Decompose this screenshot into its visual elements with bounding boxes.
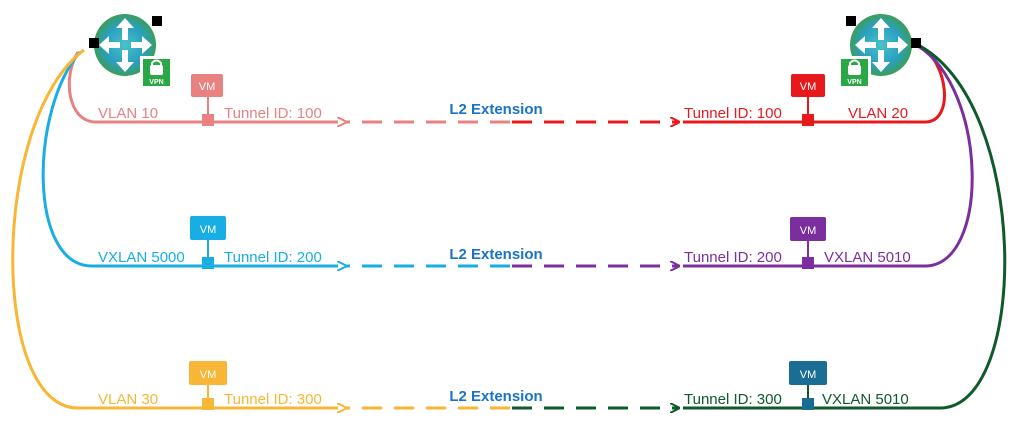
row-2-right-network-label: VXLAN 5010 [824,249,911,266]
vm-label: VM [199,81,216,93]
row-2-right-tunnel-label: Tunnel ID: 200 [684,249,782,266]
row-3-left-tunnel-label: Tunnel ID: 300 [224,391,322,408]
right-vpn-lock-icon: VPN [838,56,871,89]
row-1-right-tunnel-label: Tunnel ID: 100 [684,105,782,122]
row-3-right-tunnel-label: Tunnel ID: 300 [684,391,782,408]
row-1-right-network-label: VLAN 20 [848,105,908,122]
vm-label: VM [800,225,817,237]
row-1-right-vm: VM [791,74,825,126]
row-2-left-network-label: VXLAN 5000 [98,249,185,266]
row-2-right-network [683,44,974,268]
vpn-label: VPN [149,79,163,86]
row-1-extension-label: L2 Extension [449,101,542,118]
left-vpn-lock-icon: VPN [140,56,173,89]
row-1-left-tunnel-label: Tunnel ID: 100 [224,105,322,122]
row-3-left-network-label: VLAN 30 [98,391,158,408]
vpn-label: VPN [847,79,861,86]
row-3-extension-label: L2 Extension [449,388,542,405]
row-1-left-network-label: VLAN 10 [98,105,158,122]
row-3-right-vm: VM [789,361,827,410]
vm-label: VM [200,224,217,236]
vm-label: VM [800,369,817,381]
row-3-left-network [11,48,338,410]
row-3-left-vm: VM [189,361,227,410]
row-2-extension-label: L2 Extension [449,246,542,263]
row-1-left-vm: VM [191,74,223,126]
row-2-left-network [41,51,338,268]
row-2-left-vm: VM [190,216,226,269]
row-3-right-network [683,42,1007,410]
row-2-right-vm: VM [790,217,826,269]
vm-label: VM [200,369,217,381]
row-2-left-tunnel-label: Tunnel ID: 200 [224,249,322,266]
row-3-right-network-label: VXLAN 5010 [822,391,909,408]
vm-label: VM [800,81,817,93]
